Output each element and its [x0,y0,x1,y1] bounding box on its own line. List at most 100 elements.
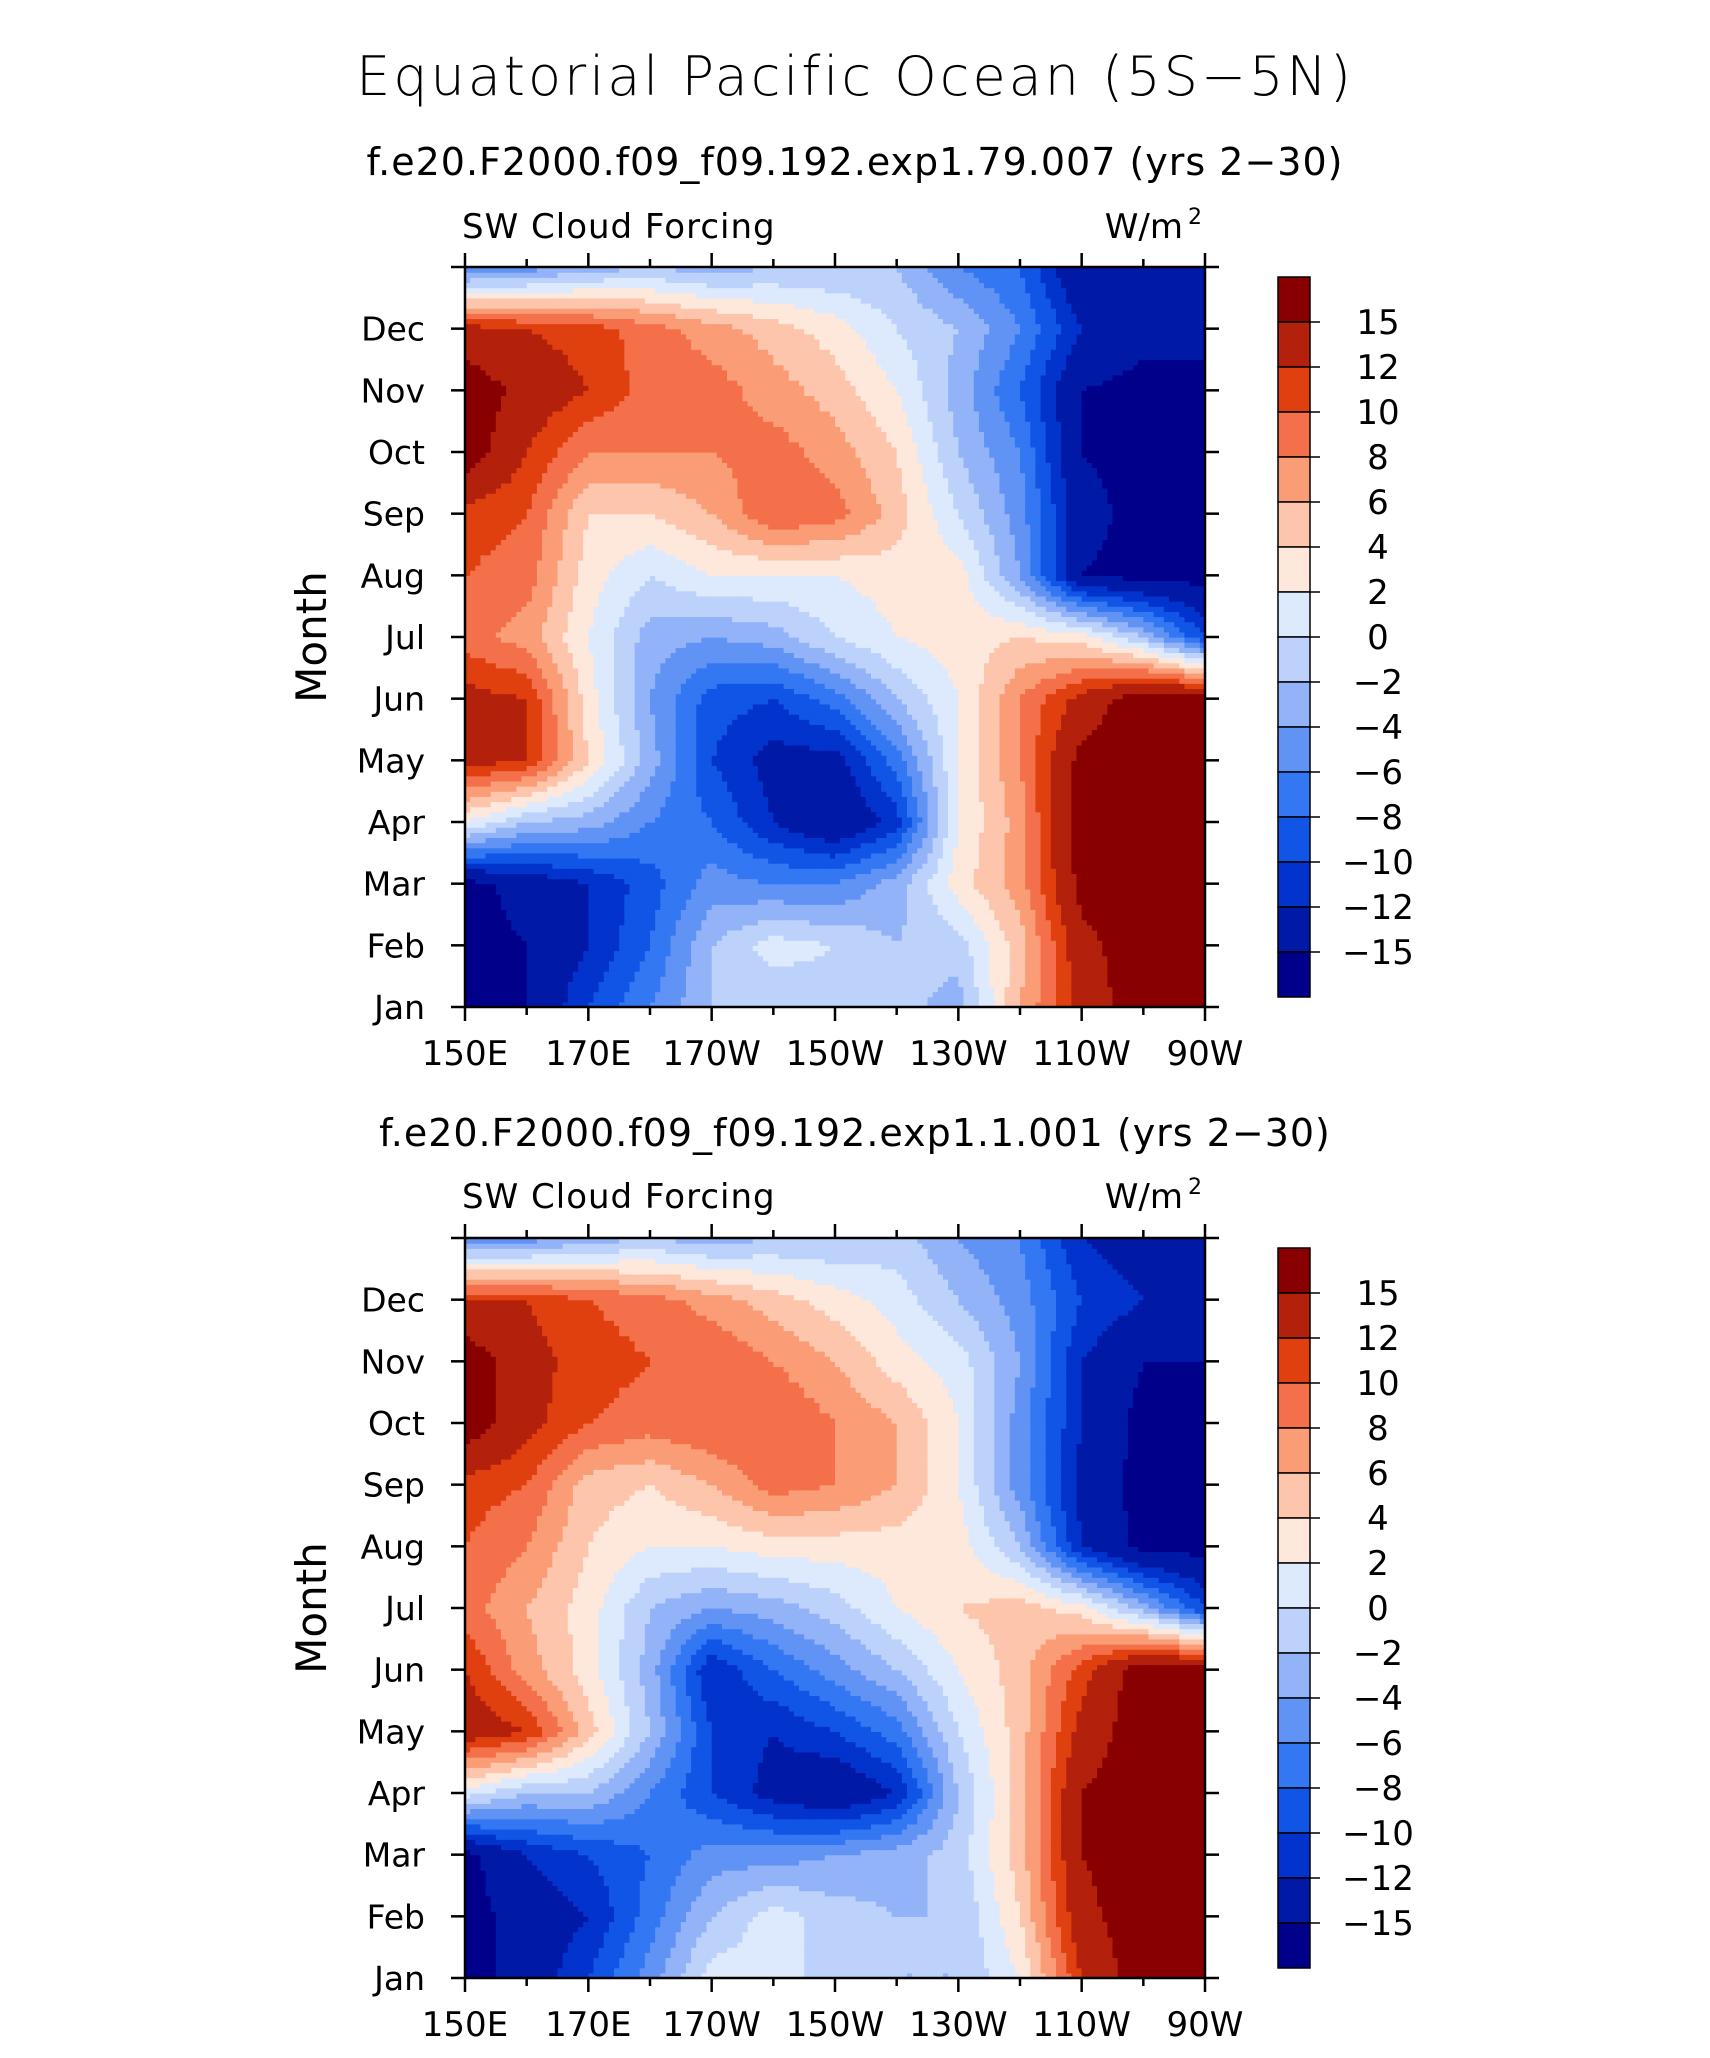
contour-cell [660,919,667,926]
contour-cell [835,868,841,874]
contour-cell [639,847,646,854]
contour-cell [1086,863,1093,869]
contour-cell [542,857,548,864]
contour-cell [542,852,548,859]
contour-cell [886,863,893,869]
contour-cell [1086,868,1093,874]
contour-cell [1189,940,1196,946]
contour-cell [906,919,913,926]
contour-cell [1020,904,1026,910]
contour-cell [1138,976,1144,982]
contour-cell [1004,991,1011,998]
contour-cell [850,893,857,900]
contour-cell [747,837,754,844]
contour-cell [1169,847,1175,854]
contour-cell [547,945,553,952]
contour-cell [1112,976,1119,982]
contour-cell [475,935,482,941]
contour-cell [495,878,502,885]
contour-cell [516,976,523,982]
contour-cell [619,863,625,869]
contour-cell [768,935,774,941]
contour-cell [495,971,502,977]
contour-cell [655,914,661,921]
contour-cell [1127,842,1134,849]
contour-cell [1009,919,1016,926]
contour-cell [809,924,816,931]
contour-cell [860,832,867,839]
contour-cell [572,863,579,869]
contour-cell [989,847,995,854]
contour-cell [608,950,615,957]
contour-cell [1035,960,1042,967]
contour-cell [485,976,492,982]
contour-cell [968,888,975,895]
contour-cell [994,940,1001,946]
contour-cell [917,971,923,977]
contour-cell [1004,852,1011,859]
contour-cell [881,878,887,885]
contour-cell [465,873,471,880]
contour-cell [932,909,939,916]
contour-cell [984,888,990,895]
contour-cell [768,893,774,900]
contour-cell [608,996,615,1003]
contour-cell [1169,857,1175,864]
contour-cell [814,857,821,864]
contour-cell [850,857,857,864]
contour-cell [644,1001,651,1007]
contour-cell [896,965,903,972]
contour-cell [835,873,841,880]
contour-cell [850,904,857,910]
contour-cell [1158,945,1165,952]
contour-cell [516,857,523,864]
contour-cell [614,832,620,839]
contour-cell [845,878,852,885]
contour-cell [670,971,677,977]
contour-cell [917,868,923,874]
contour-cell [922,878,929,885]
contour-cell [1163,847,1170,854]
contour-cell [701,832,708,839]
contour-cell [912,847,918,854]
contour-cell [763,950,769,957]
contour-cell [711,955,718,962]
contour-cell [942,878,949,885]
contour-cell [490,996,497,1003]
contour-cell [727,935,733,941]
contour-cell [1061,893,1067,900]
contour-cell [819,878,826,885]
contour-cell [1020,842,1026,849]
contour-cell [1050,940,1057,946]
contour-cell [1169,914,1175,921]
contour-cell [511,1001,517,1007]
contour-cell [1014,965,1021,972]
contour-cell [1050,924,1057,931]
contour-cell [660,976,667,982]
contour-cell [588,981,595,988]
contour-cell [500,945,507,952]
contour-cell [1061,996,1067,1003]
contour-cell [886,965,893,972]
contour-cell [480,847,487,854]
contour-cell [572,955,579,962]
contour-cell [1086,832,1093,839]
contour-cell [593,935,600,941]
contour-cell [989,960,995,967]
contour-cell [1169,929,1175,936]
contour-cell [583,950,589,957]
contour-cell [778,960,785,967]
contour-cell [634,899,641,905]
contour-cell [1066,950,1072,957]
contour-cell [516,873,523,880]
contour-cell [793,852,800,859]
contour-cell [1086,847,1093,854]
contour-cell [973,857,980,864]
contour-cell [927,914,934,921]
contour-cell [901,883,908,890]
contour-cell [1148,991,1155,998]
contour-cell [896,904,903,910]
contour-cell [655,1001,661,1007]
contour-cell [1194,893,1201,900]
contour-cell [989,950,995,957]
